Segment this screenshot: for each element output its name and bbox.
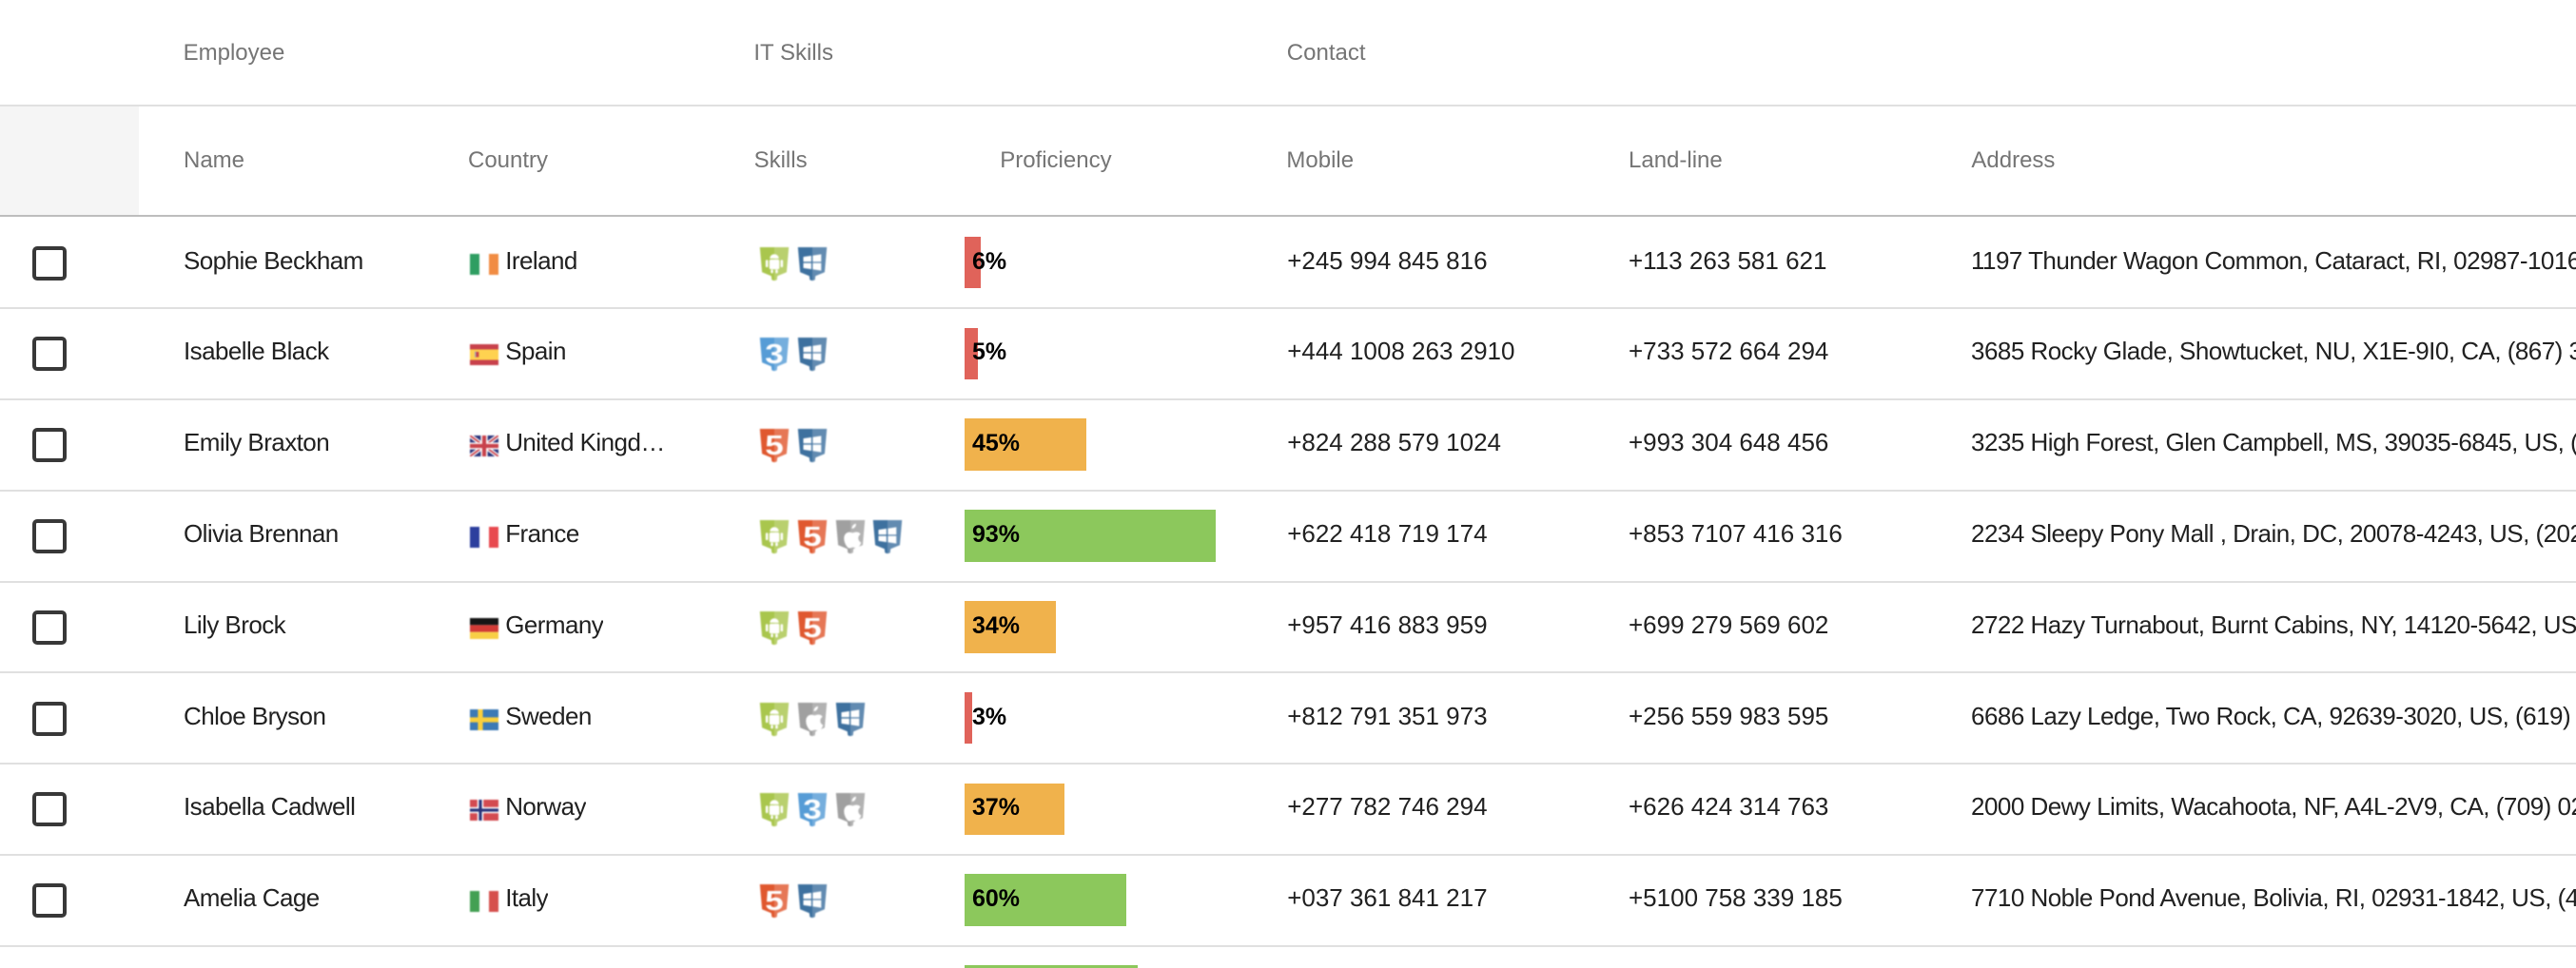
svg-text:5: 5 [803, 522, 822, 552]
svg-text:5: 5 [765, 431, 784, 461]
svg-text:5: 5 [765, 886, 784, 917]
svg-text:3: 3 [765, 339, 784, 370]
svg-text:5: 5 [803, 613, 822, 644]
svg-text:3: 3 [803, 795, 822, 825]
